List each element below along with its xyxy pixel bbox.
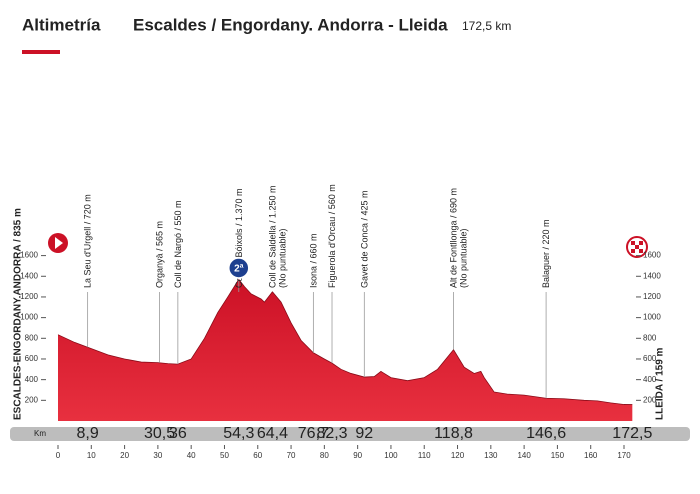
waypoint-note: (No puntuable)	[277, 228, 287, 288]
waypoint-label: Alt de Fontllonga / 690 m	[449, 188, 459, 288]
climb-category: 2ª	[234, 264, 244, 275]
y-tick-label-right: 800	[643, 333, 657, 342]
waypoint-note: (No puntuable)	[459, 228, 469, 288]
km-value: 36	[169, 425, 187, 442]
y-tick-label: 1000	[20, 313, 38, 322]
y-tick-label: 600	[25, 354, 39, 363]
y-tick-label-right: 1200	[643, 292, 661, 301]
x-tick-label: 150	[551, 451, 565, 460]
finish-icon	[626, 236, 648, 258]
km-value: 172,5	[612, 425, 652, 442]
waypoint-label: Balaguer / 220 m	[541, 219, 551, 288]
x-tick-label: 0	[56, 451, 61, 460]
x-tick-label: 100	[384, 451, 398, 460]
km-value: 64,4	[257, 425, 288, 442]
waypoint-label: Isona / 660 m	[308, 233, 318, 288]
x-tick-label: 90	[353, 451, 362, 460]
km-value: 118,8	[434, 425, 473, 442]
x-tick-label: 70	[287, 451, 296, 460]
waypoint-label: Organyà / 565 m	[155, 221, 165, 288]
title: Altimetría	[22, 15, 101, 34]
title-underline	[22, 50, 60, 54]
x-tick-label: 160	[584, 451, 598, 460]
profile-area	[58, 279, 633, 421]
km-value: 146,6	[526, 425, 566, 442]
km-value: 8,9	[77, 425, 99, 442]
km-value: 76,7	[298, 425, 329, 442]
waypoint-label: Coll de Bóixols / 1.370 m	[234, 188, 244, 288]
distance: 172,5 km	[462, 19, 511, 33]
x-tick-label: 10	[87, 451, 96, 460]
x-tick-label: 40	[187, 451, 196, 460]
x-tick-label: 120	[451, 451, 465, 460]
y-tick-label: 1600	[20, 251, 38, 260]
x-tick-label: 140	[517, 451, 531, 460]
x-tick-label: 130	[484, 451, 498, 460]
finish-label: LLEIDA / 159 m	[655, 347, 666, 420]
waypoint-label: Figuerola d'Orcau / 560 m	[327, 184, 337, 288]
y-tick-label-right: 1600	[643, 251, 661, 260]
y-tick-label-right: 1400	[643, 271, 661, 280]
x-tick-label: 50	[220, 451, 229, 460]
y-tick-label: 800	[25, 333, 39, 342]
y-tick-label-right: 600	[643, 354, 657, 363]
waypoint-label: La Seu d'Urgell / 720 m	[83, 194, 93, 288]
waypoint-label: Coll de Nargó / 550 m	[173, 200, 183, 288]
y-tick-label: 200	[25, 395, 39, 404]
y-tick-label: 1200	[20, 292, 38, 301]
x-tick-label: 80	[320, 451, 329, 460]
waypoint-label: Gavet de Conca / 425 m	[359, 190, 369, 288]
y-tick-label-right: 400	[643, 375, 657, 384]
x-tick-label: 170	[617, 451, 631, 460]
x-tick-label: 30	[153, 451, 162, 460]
y-tick-label: 400	[25, 375, 39, 384]
y-tick-label-right: 1000	[643, 313, 661, 322]
start-icon	[48, 233, 68, 253]
km-value: 92	[355, 425, 373, 442]
y-tick-label: 1400	[20, 271, 38, 280]
km-value: 82,3	[316, 425, 347, 442]
waypoint-label: Coll de Saldella / 1.250 m	[267, 185, 277, 288]
km-value: 30,5	[144, 425, 175, 442]
km-bar	[10, 427, 690, 441]
start-label: ESCALDES-ENGORDANY.ANDORRA / 835 m	[13, 208, 24, 420]
route: Escaldes / Engordany. Andorra - Lleida	[133, 15, 448, 34]
km-label: Km	[34, 429, 46, 438]
km-value: 54,3	[223, 425, 254, 442]
y-tick-label-right: 200	[643, 395, 657, 404]
x-tick-label: 60	[253, 451, 262, 460]
x-tick-label: 20	[120, 451, 129, 460]
x-tick-label: 110	[418, 451, 431, 460]
climb-icon	[228, 257, 250, 279]
